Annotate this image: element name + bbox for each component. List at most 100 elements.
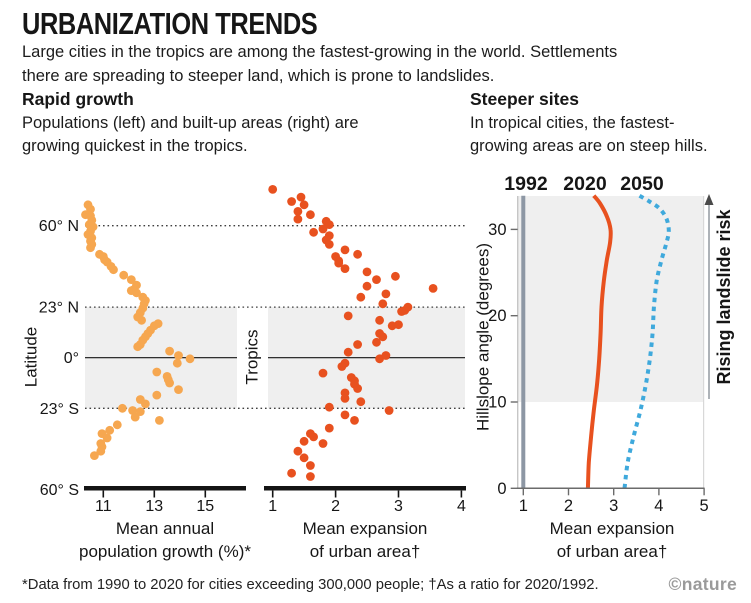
latitude-axis-label: Latitude <box>22 327 41 388</box>
legend-year-1992: 1992 <box>504 173 548 195</box>
expansion-point <box>287 468 296 478</box>
expansion-point <box>299 436 309 446</box>
population-point <box>165 378 175 388</box>
expansion-tick-label: 3 <box>394 498 403 515</box>
population-point <box>130 412 140 422</box>
latitude-tick-label: 0° <box>64 350 79 367</box>
population-point <box>165 346 175 356</box>
population-point <box>141 399 150 409</box>
expansion-xlabel-line1: Mean expansion <box>303 519 428 538</box>
steeper-sites-heading: Steeper sites <box>470 89 579 109</box>
expansion-tick-label: 1 <box>268 498 277 515</box>
expansion-point <box>403 302 413 312</box>
expansion-point <box>293 207 303 216</box>
year-legend: 1992 2020 2050 <box>504 173 664 195</box>
scatter-points-layer <box>81 185 438 481</box>
population-point <box>174 385 183 394</box>
hillslope-xlabel-line1: Mean expansion <box>550 519 675 538</box>
tropics-band-label: Tropics <box>243 329 262 384</box>
hillslope-y-tick-label: 30 <box>488 221 506 239</box>
population-point <box>105 425 115 435</box>
population-tick-label: 13 <box>145 498 163 515</box>
expansion-point <box>353 384 362 393</box>
population-point <box>172 358 182 368</box>
expansion-point <box>296 192 306 202</box>
hillslope-series-layer <box>521 193 671 489</box>
hillslope-axis-label: Hillslope angle (degrees) <box>474 243 493 431</box>
expansion-point <box>299 453 309 463</box>
population-point <box>119 270 129 280</box>
footnote: *Data from 1990 to 2020 for cities excee… <box>22 577 599 593</box>
hillslope-y-tick-label: 10 <box>488 394 506 412</box>
expansion-point <box>391 271 400 281</box>
expansion-point <box>362 267 372 277</box>
steeper-sites-description: In tropical cities, the fastest- growing… <box>470 114 708 155</box>
population-point <box>153 319 163 328</box>
expansion-point <box>381 289 391 299</box>
rapid-growth-description: Populations (left) and built-up areas (r… <box>22 114 359 155</box>
series-2020 <box>585 194 613 489</box>
population-point <box>133 342 143 352</box>
population-point <box>90 451 99 460</box>
population-point <box>132 288 141 298</box>
expansion-point <box>375 315 384 325</box>
expansion-point <box>372 275 381 284</box>
hillslope-x-tick-label: 3 <box>609 497 618 515</box>
risk-arrow-head <box>704 194 714 205</box>
hillslope-xlabel-line2: of urban area† <box>557 542 668 561</box>
expansion-point <box>353 249 362 259</box>
expansion-point <box>343 311 353 321</box>
expansion-point <box>362 281 372 291</box>
expansion-point <box>309 227 318 237</box>
rising-risk-arrow <box>704 194 714 399</box>
expansion-point <box>299 200 309 210</box>
expansion-tick-label: 4 <box>457 498 466 515</box>
population-tick-label: 15 <box>196 498 214 515</box>
latitude-gridlines <box>85 225 465 409</box>
expansion-point <box>337 362 347 371</box>
panel-b-axes: 1 2 3 4 5 0 10 20 30 <box>488 221 709 515</box>
expansion-point <box>378 299 388 309</box>
expansion-point <box>306 472 315 481</box>
expansion-point <box>306 461 315 470</box>
hillslope-y-tick-label: 0 <box>497 480 506 498</box>
hillslope-x-tick-label: 1 <box>519 497 528 515</box>
latitude-tick-label: 23° S <box>40 401 79 418</box>
expansion-point <box>340 245 350 255</box>
expansion-point <box>318 224 328 234</box>
population-point <box>137 315 147 325</box>
expansion-point <box>353 340 362 349</box>
latitude-tick-label: 23° N <box>39 300 79 317</box>
latitude-tick-label: 60° N <box>39 218 79 235</box>
expansion-point <box>372 337 381 347</box>
expansion-point <box>318 368 328 378</box>
population-point <box>118 403 127 413</box>
expansion-point <box>340 264 350 273</box>
intro-text: Large cities in the tropics are among th… <box>22 43 618 85</box>
expansion-point <box>324 423 334 433</box>
hillslope-x-tick-label: 2 <box>564 497 573 515</box>
expansion-point <box>343 347 353 357</box>
expansion-point <box>324 220 334 230</box>
expansion-tick-label: 2 <box>331 498 340 515</box>
hillslope-y-tick-label: 20 <box>488 307 506 325</box>
population-xlabel-line1: Mean annual <box>116 519 214 538</box>
population-tick-label: 11 <box>95 498 112 515</box>
expansion-point <box>350 416 359 425</box>
population-point <box>112 420 122 430</box>
panel-a-axes: 60° N 23° N 0° 23° S 60° S 11 13 15 1 2 3 4 <box>39 218 466 515</box>
expansion-point <box>324 240 334 249</box>
expansion-point <box>387 321 397 331</box>
population-point <box>128 406 138 415</box>
population-point <box>152 367 162 377</box>
population-point <box>96 446 106 456</box>
expansion-point <box>340 394 350 403</box>
expansion-point <box>356 292 366 302</box>
expansion-point <box>293 214 303 224</box>
nature-credit: ©nature <box>668 574 737 594</box>
hillslope-x-tick-label: 4 <box>654 497 663 515</box>
expansion-point <box>381 351 391 360</box>
expansion-point <box>397 307 406 316</box>
population-point <box>174 351 183 360</box>
